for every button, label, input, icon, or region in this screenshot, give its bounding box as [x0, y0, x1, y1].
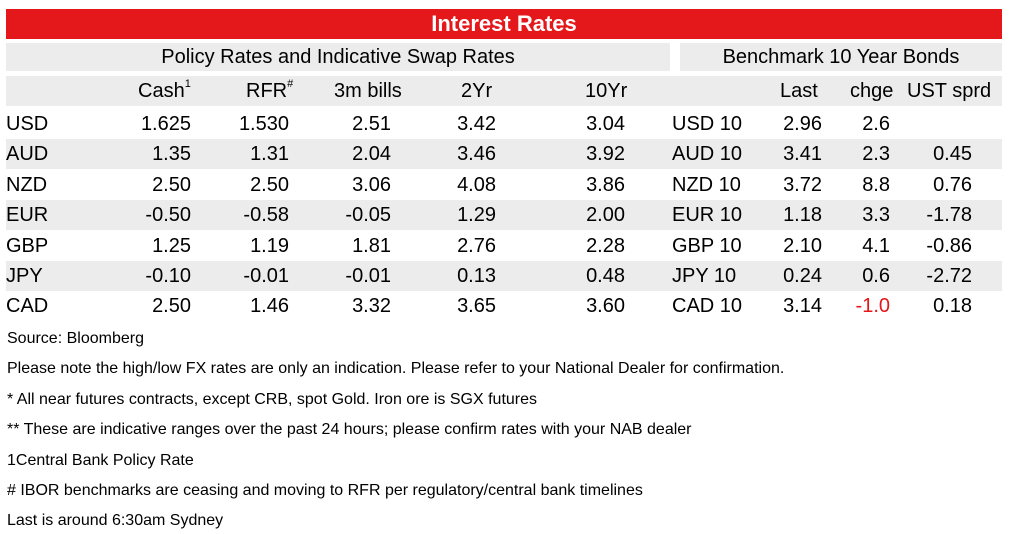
footnote: Source: Bloomberg [7, 330, 144, 347]
3m-bills-cell: 3.06 [352, 173, 391, 196]
table-row: AUD 1.35 1.31 2.04 3.46 3.92 AUD 10 3.41 2.3 0.45 [6, 139, 1002, 170]
cash-rate-cell: 2.50 [152, 295, 191, 318]
10yr-swap-cell: 2.28 [586, 234, 625, 257]
benchmark-bonds-section-title: Benchmark 10 Year Bonds [680, 43, 1002, 71]
bond-last-cell: 3.72 [783, 173, 822, 196]
col-header-rfr: RFR# [246, 78, 294, 102]
col-header-last: Last [780, 80, 818, 102]
column-header-row: Cash1 RFR# 3m bills 2Yr 10Yr Last chge U… [6, 76, 1002, 106]
2yr-swap-cell: 3.46 [457, 143, 496, 166]
2yr-swap-cell: 3.42 [457, 113, 496, 135]
bond-chge-cell: 4.1 [862, 234, 890, 257]
footnote: Last is around 6:30am Sydney [7, 512, 224, 530]
rfr-rate-cell: 1.31 [250, 143, 289, 166]
10yr-swap-cell: 3.86 [586, 173, 625, 196]
rfr-rate-cell: 1.46 [250, 295, 289, 318]
col-header-3m-bills: 3m bills [334, 80, 402, 102]
2yr-swap-cell: 0.13 [457, 265, 496, 287]
cash-rate-cell: 1.25 [152, 234, 191, 257]
ust-sprd-cell: 0.76 [933, 173, 972, 196]
bond-last-cell: 0.24 [783, 265, 822, 287]
col-header-ust-sprd: UST sprd [907, 80, 992, 102]
rfr-rate-cell: 1.19 [250, 234, 289, 257]
cash-rate-cell: 1.35 [152, 143, 191, 166]
bond-last-cell: 3.14 [783, 295, 822, 318]
currency-cell: AUD [6, 143, 49, 166]
bond-name-cell: GBP 10 [672, 234, 742, 257]
table-title: Interest Rates [6, 9, 1002, 39]
bond-name-cell: USD 10 [672, 113, 743, 135]
footnote: Please note the high/low FX rates are on… [7, 360, 785, 378]
footnote: # IBOR benchmarks are ceasing and moving… [7, 482, 643, 499]
cash-rate-cell: 2.50 [152, 173, 191, 196]
ust-sprd-cell: -2.72 [926, 265, 972, 287]
bond-chge-cell: 2.3 [862, 143, 890, 166]
rfr-rate-cell: 2.50 [250, 173, 289, 196]
currency-cell: NZD [6, 173, 48, 196]
2yr-swap-cell: 2.76 [457, 234, 496, 257]
rfr-rate-cell: 1.530 [238, 113, 289, 135]
3m-bills-cell: 3.32 [352, 295, 391, 318]
currency-cell: EUR [6, 204, 49, 227]
10yr-swap-cell: 0.48 [586, 265, 625, 287]
10yr-swap-cell: 3.92 [586, 143, 625, 166]
10yr-swap-cell: 3.04 [586, 113, 625, 135]
bond-name-cell: NZD 10 [672, 173, 741, 196]
col-header-10yr: 10Yr [585, 80, 628, 102]
footnote: ** These are indicative ranges over the … [7, 421, 692, 439]
ust-sprd-cell: -1.78 [926, 204, 972, 227]
ust-sprd-cell: -0.86 [926, 234, 972, 257]
3m-bills-cell: 2.51 [352, 113, 391, 135]
table-row: CAD 2.50 1.46 3.32 3.65 3.60 CAD 10 3.14 -1.0 0.1… [6, 291, 1002, 321]
currency-cell: GBP [6, 234, 49, 257]
bond-name-cell: JPY 10 [672, 265, 737, 287]
currency-cell: USD [6, 113, 49, 135]
bond-name-cell: AUD 10 [672, 143, 743, 166]
bond-chge-cell: 3.3 [862, 204, 890, 227]
cash-rate-cell: -0.50 [145, 204, 191, 227]
col-header-chge: chge [850, 80, 894, 102]
bond-last-cell: 1.18 [783, 204, 822, 227]
cash-rate-cell: 1.625 [140, 113, 191, 135]
bond-chge-cell: 8.8 [862, 173, 890, 196]
footnote: 1Central Bank Policy Rate [7, 451, 194, 469]
bond-last-cell: 2.10 [783, 234, 822, 257]
2yr-swap-cell: 1.29 [457, 204, 496, 227]
table-row: USD 1.625 1.530 2.51 3.42 3.04 USD 10 2.96 2.6 [6, 109, 1002, 139]
3m-bills-cell: -0.05 [345, 204, 391, 227]
rfr-rate-cell: -0.58 [243, 204, 289, 227]
table-row: GBP 1.25 1.19 1.81 2.76 2.28 GBP 10 2.10 4.1 -0.8… [6, 231, 1002, 261]
table-row: JPY -0.10 -0.01 -0.01 0.13 0.48 JPY 10 0.24 0.6 -… [6, 261, 1002, 291]
footnote: * All near futures contracts, except CRB… [7, 390, 538, 408]
bond-chge-cell: 2.6 [862, 113, 890, 135]
bond-name-cell: EUR 10 [672, 204, 743, 227]
3m-bills-cell: -0.01 [345, 265, 391, 287]
3m-bills-cell: 1.81 [352, 234, 391, 257]
bond-chge-cell: 0.6 [862, 265, 890, 287]
col-header-2yr: 2Yr [461, 80, 493, 102]
table-row: NZD 2.50 2.50 3.06 4.08 3.86 NZD 10 3.72 8.8 0.76 [6, 170, 1002, 200]
col-header-cash: Cash1 [138, 78, 191, 102]
10yr-swap-cell: 2.00 [586, 204, 625, 227]
policy-rates-section-title: Policy Rates and Indicative Swap Rates [6, 43, 670, 71]
currency-cell: JPY [6, 265, 43, 287]
2yr-swap-cell: 3.65 [457, 295, 496, 318]
3m-bills-cell: 2.04 [352, 143, 391, 166]
bond-name-cell: CAD 10 [672, 295, 743, 318]
table-row: EUR -0.50 -0.58 -0.05 1.29 2.00 EUR 10 1.18 3.3 -… [6, 200, 1002, 231]
rfr-rate-cell: -0.01 [243, 265, 289, 287]
bond-last-cell: 3.41 [783, 143, 822, 166]
ust-sprd-cell: 0.45 [933, 143, 972, 166]
currency-cell: CAD [6, 295, 49, 318]
bond-last-cell: 2.96 [783, 113, 822, 135]
bond-chge-cell: -1.0 [855, 295, 890, 318]
ust-sprd-cell: 0.18 [933, 295, 972, 318]
2yr-swap-cell: 4.08 [457, 173, 496, 196]
10yr-swap-cell: 3.60 [586, 295, 625, 318]
cash-rate-cell: -0.10 [145, 265, 191, 287]
